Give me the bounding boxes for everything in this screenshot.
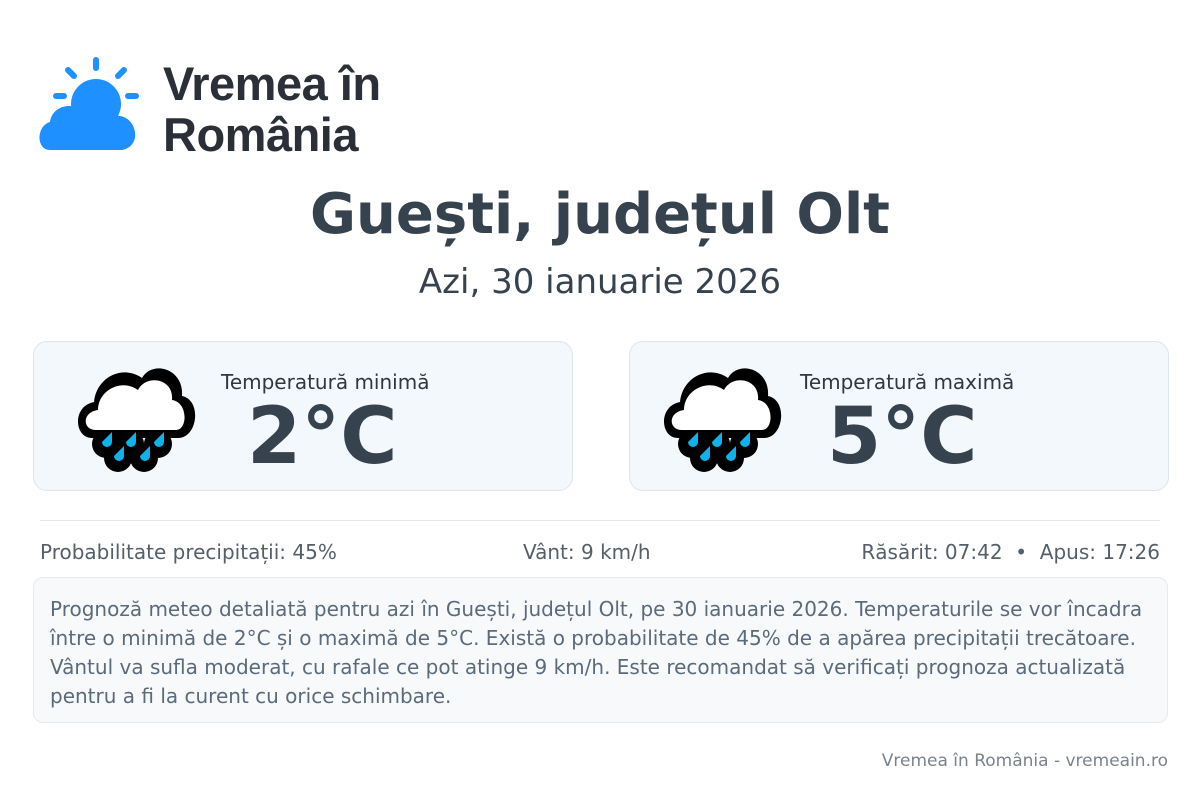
min-temperature-value: 2°C	[247, 392, 398, 482]
max-temperature-card: Temperatură maximă 5°C	[629, 341, 1169, 491]
brand-logo[interactable]: Vremea în România	[36, 54, 381, 160]
max-temperature-label: Temperatură maximă	[800, 370, 1015, 394]
brand-name-line2: România	[163, 108, 358, 161]
forecast-description: Prognoză meteo detaliată pentru azi în G…	[33, 577, 1168, 723]
rain-cloud-icon	[664, 368, 782, 472]
forecast-date: Azi, 30 ianuarie 2026	[418, 262, 782, 302]
max-temperature-value: 5°C	[827, 392, 978, 482]
rain-cloud-icon	[78, 368, 196, 472]
min-temperature-card: Temperatură minimă 2°C	[33, 341, 573, 491]
sun-cloud-icon	[39, 57, 139, 150]
brand-name-line1: Vremea în	[163, 57, 381, 110]
footer-credit: Vremea în România - vremeain.ro	[881, 751, 1168, 771]
page-title: Guești, județul Olt	[310, 182, 890, 247]
min-temperature-label: Temperatură minimă	[221, 370, 430, 394]
sunrise-sunset-stat: Răsărit: 07:42 • Apus: 17:26	[861, 540, 1160, 564]
precipitation-stat: Probabilitate precipitații: 45%	[40, 540, 337, 564]
wind-stat: Vânt: 9 km/h	[523, 540, 651, 564]
divider	[40, 520, 1160, 521]
